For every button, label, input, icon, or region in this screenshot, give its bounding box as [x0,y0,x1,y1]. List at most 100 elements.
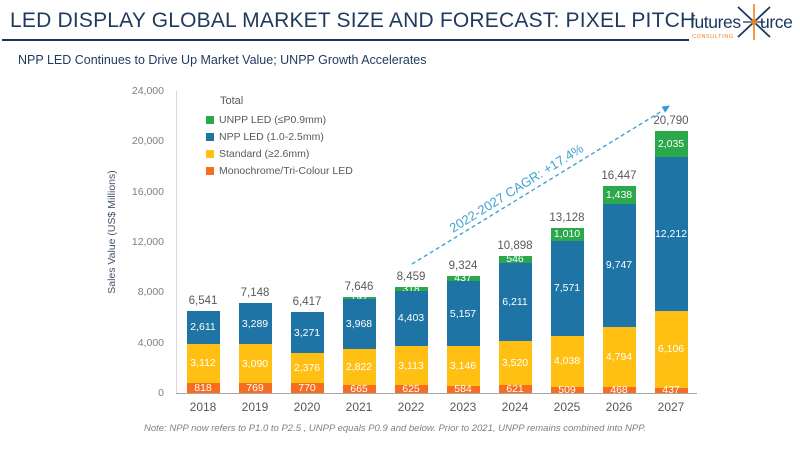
bar-total-label: 8,459 [396,270,426,283]
segment-value-label: 3,271 [293,326,321,339]
x-axis-year-label: 2021 [345,400,373,414]
bar-group: 16,447 1,438 9,747 4,794 468 2026 [601,91,637,414]
bar-total-label: 7,646 [344,280,374,293]
bar-total-label: 6,417 [292,296,322,309]
logo-tagline: CONSULTING [692,34,734,40]
legend-item: Monochrome/Tri-Colour LED [206,165,353,177]
segment-value-label: 2,611 [190,321,216,334]
segment-value-label: 6,211 [502,295,528,308]
y-tick-label: 8,000 [137,286,164,299]
bar-segment: 769 [238,382,272,395]
bar-segment: 192 [342,293,376,303]
segment-value-label: 2,822 [345,360,373,373]
segment-value-label: 4,403 [397,312,425,325]
bar-segment: 509 [550,385,584,395]
y-tick-label: 16,000 [131,185,164,198]
bar-segment: 818 [186,381,220,394]
segment-value-label: 6,106 [657,343,685,356]
bar-segment: 2,035 [654,131,688,158]
bar-segment: 625 [394,383,428,396]
segment-value-label: 3,113 [398,359,424,372]
segment-value-label: 3,090 [241,357,269,370]
bar-stack: 2,035 12,212 6,106 437 [654,131,688,397]
bar-segment: 546 [498,254,532,265]
legend-item: UNPP LED (≤P0.9mm) [206,114,353,126]
bar-segment: 2,376 [290,353,324,384]
segment-value-label: 2,035 [657,138,685,151]
x-axis-year-label: 2020 [293,400,321,414]
segment-value-label: 621 [506,383,524,396]
bar-stack: 2,611 3,112 818 [186,310,220,394]
bar-segment: 12,212 [654,157,688,311]
bar-segment: 3,146 [446,346,480,386]
x-axis-year-label: 2023 [449,400,477,414]
page-title: LED DISPLAY GLOBAL MARKET SIZE AND FOREC… [10,9,696,32]
segment-value-label: 4,794 [605,350,633,363]
x-axis-year-label: 2025 [553,400,581,414]
x-axis-year-label: 2018 [189,400,217,414]
bar-segment: 437 [446,273,480,284]
segment-value-label: 1,010 [553,228,581,241]
legend-chip [206,150,214,158]
segment-value-label: 2,376 [293,362,321,375]
legend-item: Standard (≥2.6mm) [206,148,353,160]
bar-stack: 3,289 3,090 769 [238,303,272,395]
x-axis-year-label: 2022 [397,400,425,414]
bar-segment: 3,112 [186,343,220,383]
bar-total-label: 13,128 [549,211,585,224]
bar-group: 13,128 1,010 7,571 4,038 509 2025 [549,91,585,414]
legend: Total UNPP LED (≤P0.9mm) NPP LED (1.0-2.5… [206,95,353,182]
bar-segment: 3,289 [238,303,272,345]
y-tick-label: 0 [158,387,164,399]
segment-value-label: 468 [610,384,628,397]
x-axis-year-label: 2024 [501,400,529,414]
segment-value-label: 3,146 [449,359,477,372]
bar-stack: 437 5,157 3,146 584 [446,273,480,395]
segment-value-label: 318 [402,282,420,295]
segment-value-label: 4,038 [553,355,581,368]
legend-item-label: Standard (≥2.6mm) [219,148,310,160]
segment-value-label: 625 [402,383,420,396]
bar-chart: 6,541 2,611 3,112 818 2018 7,148 3,289 3,090 769… [177,91,697,414]
bar-stack: 546 6,211 3,520 621 [498,254,532,396]
bar-segment: 621 [498,383,532,396]
segment-value-label: 12,212 [654,227,688,240]
bar-group: 7,646 192 3,968 2,822 665 2021 [342,91,376,414]
legend-chip [206,167,214,175]
bar-segment: 318 [394,282,428,295]
bar-stack: 3,271 2,376 770 [290,312,324,393]
bar-segment: 2,611 [186,310,220,344]
logo-text-part2: urce [760,12,792,32]
bar-segment: 3,113 [394,345,428,386]
bar-total-label: 16,447 [601,170,637,183]
segment-value-label: 818 [194,381,212,394]
bar-segment: 4,038 [550,335,584,387]
y-tick-label: 4,000 [137,336,164,349]
segment-value-label: 3,520 [501,357,529,370]
segment-value-label: 437 [662,384,680,397]
legend-item-label: Monochrome/Tri-Colour LED [219,165,353,177]
bar-segment: 4,403 [394,290,428,346]
bar-total-label: 20,790 [653,115,689,128]
bar-segment: 770 [290,383,324,393]
chart-subtitle: NPP LED Continues to Drive Up Market Val… [18,53,427,67]
x-axis-year-label: 2026 [605,400,633,414]
segment-value-label: 192 [350,292,368,305]
legend-item-label: UNPP LED (≤P0.9mm) [219,114,327,126]
star-icon [737,4,771,40]
legend-item-label: NPP LED (1.0-2.5mm) [219,131,324,143]
bar-segment: 3,090 [238,344,272,384]
legend-chip [206,133,214,141]
y-tick-label: 20,000 [131,135,164,148]
bar-segment: 584 [446,384,480,395]
x-axis-line [176,393,697,394]
segment-value-label: 1,438 [605,189,633,202]
bar-segment: 437 [654,384,688,397]
segment-value-label: 3,968 [345,318,373,331]
bar-segment: 1,438 [602,186,636,205]
bar-segment: 6,211 [498,262,532,341]
segment-value-label: 769 [246,382,264,395]
bar-segment: 468 [602,384,636,397]
bar-stack: 192 3,968 2,822 665 [342,293,376,394]
